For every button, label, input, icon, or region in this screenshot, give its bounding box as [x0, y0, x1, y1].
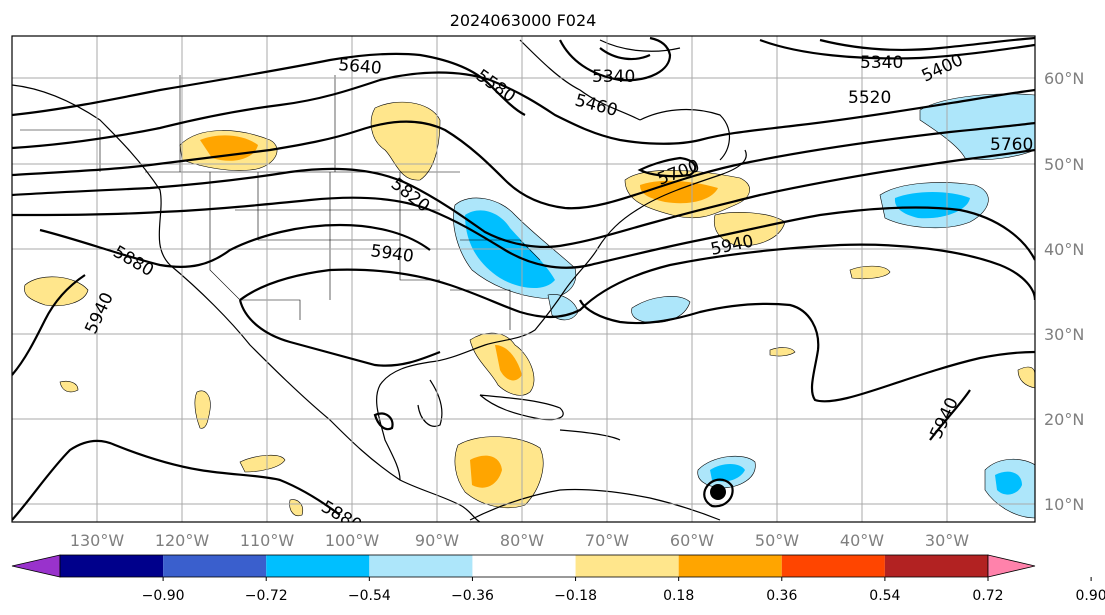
colorbar-cell — [163, 555, 267, 577]
longitude-labels: 130°W 120°W 110°W 100°W 90°W 80°W 70°W 6… — [70, 531, 969, 550]
colorbar-cell — [575, 555, 679, 577]
colorbar-cells — [59, 554, 989, 578]
lon-label: 110°W — [240, 531, 295, 550]
colorbar-tick-label: 0.90 — [1076, 588, 1105, 604]
lon-label: 70°W — [585, 531, 629, 550]
colorbar-tick-label: 0.18 — [663, 588, 694, 604]
colorbar-cell — [369, 555, 473, 577]
colorbar-tick-label: 0.36 — [766, 588, 797, 604]
low-center-marker — [710, 484, 726, 500]
cool-core — [894, 192, 970, 219]
warm-core — [470, 455, 502, 488]
warm-patch — [769, 347, 796, 357]
warm-patch — [59, 380, 79, 393]
colorbar-cell — [678, 555, 782, 577]
colorbar-tick-label: 0.72 — [972, 588, 1003, 604]
lon-label: 130°W — [70, 531, 125, 550]
lon-label: 40°W — [840, 531, 884, 550]
colorbar-ticks: −0.90 −0.72 −0.54 −0.36 −0.18 0.18 0.36 0.54 0.7… — [142, 577, 1105, 604]
colorbar-tick-label: −0.54 — [348, 588, 391, 604]
lon-label: 90°W — [415, 531, 459, 550]
latitude-labels: 60°N 50°N 40°N 30°N 20°N 10°N — [1044, 69, 1084, 514]
contour-label: 5340 — [860, 53, 903, 73]
colorbar: −0.90 −0.72 −0.54 −0.36 −0.18 0.18 0.36 0.54 0.7… — [11, 554, 1105, 604]
colorbar-tick-label: −0.90 — [142, 588, 185, 604]
colorbar-cell — [60, 555, 164, 577]
lon-label: 120°W — [155, 531, 210, 550]
warm-patch — [1017, 366, 1035, 389]
warm-patch — [239, 454, 286, 473]
colorbar-tick-label: −0.18 — [554, 588, 597, 604]
contour-label: 5340 — [592, 67, 635, 87]
lon-label: 50°W — [755, 531, 799, 550]
lat-label: 40°N — [1044, 240, 1084, 259]
contour-label: 5640 — [338, 55, 383, 79]
colorbar-tick-label: −0.36 — [451, 588, 494, 604]
lon-label: 30°W — [925, 531, 969, 550]
cool-core — [710, 464, 745, 482]
warm-core — [200, 135, 258, 161]
colorbar-cell — [884, 555, 988, 577]
contour-label: 5520 — [848, 88, 891, 108]
gridlines — [12, 36, 1035, 522]
lat-label: 20°N — [1044, 410, 1084, 429]
colorbar-extend-low — [11, 554, 61, 578]
colorbar-cell — [781, 555, 885, 577]
map-panel: 5640 5580 5340 5460 5340 5400 5520 5760 … — [12, 36, 1035, 522]
contour-label: 5760 — [990, 135, 1033, 155]
chart-title: 2024063000 F024 — [450, 11, 597, 30]
lon-label: 80°W — [500, 531, 544, 550]
height-contours — [12, 36, 1035, 521]
map-frame — [11, 35, 1036, 523]
warm-patch — [849, 265, 891, 280]
lon-label: 60°W — [670, 531, 714, 550]
warm-core — [495, 345, 522, 381]
cool-patch — [919, 93, 1035, 160]
colorbar-cell — [472, 555, 576, 577]
lon-label: 100°W — [325, 531, 380, 550]
colorbar-tick-label: −0.72 — [245, 588, 288, 604]
colorbar-cell — [266, 555, 370, 577]
coastlines — [12, 39, 747, 522]
colorbar-tick-label: 0.54 — [869, 588, 900, 604]
cool-core — [995, 471, 1022, 495]
lat-label: 50°N — [1044, 155, 1084, 174]
warm-patch — [370, 101, 441, 181]
lat-label: 10°N — [1044, 495, 1084, 514]
lat-label: 30°N — [1044, 325, 1084, 344]
lat-label: 60°N — [1044, 69, 1084, 88]
colorbar-extend-high — [987, 554, 1036, 578]
